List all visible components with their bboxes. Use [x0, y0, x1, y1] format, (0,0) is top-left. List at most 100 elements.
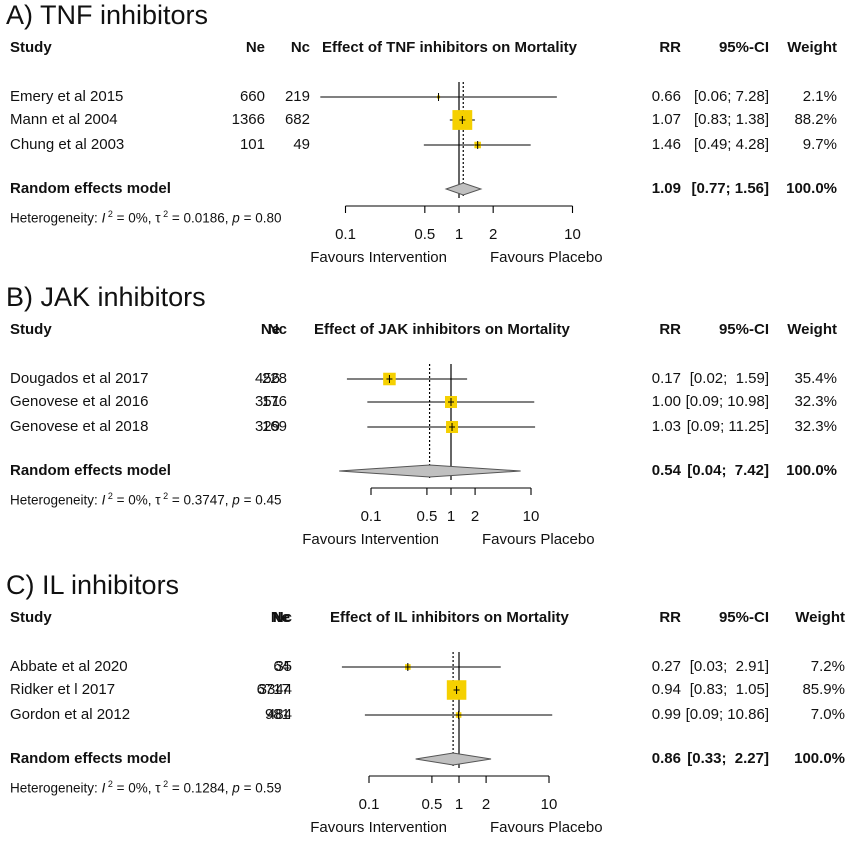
x-tick-label: 2	[471, 508, 479, 525]
study-ne: 456	[254, 370, 280, 387]
forest-panel-1: A) TNF inhibitors Study Ne Nc Effect of TNF …	[0, 0, 847, 283]
study-name: Chung et al 2003	[10, 136, 125, 153]
header-weight: Weight	[787, 321, 837, 338]
x-tick-label: 1	[455, 226, 463, 243]
study-ne: 6717	[256, 681, 290, 698]
x-tick-label: 10	[523, 508, 540, 525]
header-effect: Effect of TNF inhibitors on Mortality	[322, 39, 577, 56]
study-weight: 85.9%	[802, 681, 845, 698]
study-weight: 32.3%	[794, 393, 837, 410]
study-name: Abbate et al 2020	[10, 658, 128, 675]
study-weight: 32.3%	[794, 418, 837, 435]
header-effect: Effect of JAK inhibitors on Mortality	[314, 321, 570, 338]
study-ci: [0.49; 4.28]	[693, 136, 769, 153]
study-nc: 3344	[258, 681, 292, 698]
header-weight: Weight	[787, 39, 837, 56]
study-weight: 2.1%	[802, 88, 837, 105]
study-nc: 49	[293, 136, 310, 153]
favours-left-label: Favours Intervention	[310, 819, 447, 836]
study-weight: 35.4%	[794, 370, 837, 387]
model-label: Random effects model	[10, 180, 171, 197]
study-weight: 7.0%	[810, 706, 845, 723]
header-rr: RR	[659, 321, 681, 338]
pooled-weight: 100.0%	[794, 750, 845, 767]
study-ne: 351	[254, 393, 280, 410]
study-ci: [0.09; 10.86]	[685, 706, 769, 723]
x-tick-label: 2	[489, 226, 497, 243]
x-tick-label: 0.5	[416, 508, 437, 525]
favours-right-label: Favours Placebo	[490, 819, 603, 836]
study-weight: 9.7%	[802, 136, 837, 153]
study-marker	[341, 663, 501, 671]
study-rr: 1.00	[651, 393, 681, 410]
header-ne: Ne	[270, 609, 290, 626]
study-marker	[446, 680, 467, 700]
study-nc: 682	[284, 111, 310, 128]
study-nc: 35	[275, 658, 292, 675]
study-weight: 7.2%	[810, 658, 845, 675]
x-tick-label: 0.1	[361, 508, 382, 525]
x-tick-label: 1	[447, 508, 455, 525]
pooled-diamond	[339, 464, 521, 478]
study-nc: 219	[284, 88, 310, 105]
pooled-diamond	[444, 182, 483, 196]
study-nc: 228	[261, 370, 287, 387]
pooled-diamond	[415, 752, 492, 766]
study-ci: [0.03; 2.91]	[689, 658, 769, 675]
study-rr: 0.17	[651, 370, 681, 387]
study-ci: [0.06; 7.28]	[693, 88, 769, 105]
header-ci: 95%-CI	[718, 39, 769, 56]
study-name: Dougados et al 2017	[10, 370, 149, 387]
x-tick-label: 2	[482, 796, 490, 813]
study-name: Ridker et l 2017	[10, 681, 116, 698]
study-rr: 0.66	[651, 88, 681, 105]
study-ne: 981	[264, 706, 290, 723]
study-marker	[367, 396, 535, 408]
forest-panel-2: B) JAK inhibitors Study Ne Nc Effect of JAK …	[0, 282, 847, 565]
study-nc: 169	[261, 418, 287, 435]
study-weight: 88.2%	[794, 111, 837, 128]
header-nc: Nc	[272, 609, 292, 626]
panel-title: C) IL inhibitors	[6, 570, 180, 600]
x-tick-label: 1	[455, 796, 463, 813]
study-marker	[320, 93, 557, 101]
study-name: Emery et al 2015	[10, 88, 124, 105]
model-label: Random effects model	[10, 462, 171, 479]
study-rr: 0.94	[651, 681, 681, 698]
x-tick-label: 10	[541, 796, 558, 813]
study-rr: 1.03	[651, 418, 681, 435]
header-ci: 95%-CI	[718, 321, 769, 338]
favours-right-label: Favours Placebo	[490, 249, 603, 266]
header-effect: Effect of IL inhibitors on Mortality	[330, 609, 569, 626]
panel-title: A) TNF inhibitors	[6, 0, 209, 30]
study-ci: [0.83; 1.38]	[693, 111, 769, 128]
favours-right-label: Favours Placebo	[482, 531, 595, 548]
header-rr: RR	[659, 39, 681, 56]
study-nc: 176	[261, 393, 287, 410]
pooled-rr: 0.86	[651, 750, 681, 767]
pooled-ci: [0.33; 2.27]	[687, 750, 769, 767]
study-marker	[367, 421, 536, 433]
pooled-rr: 0.54	[651, 462, 681, 479]
study-marker	[449, 110, 475, 130]
heterogeneity-text: Heterogeneity: I 2 = 0%, τ 2 = 0.1284, p…	[10, 779, 282, 796]
pooled-rr: 1.09	[651, 180, 681, 197]
study-rr: 1.46	[651, 136, 681, 153]
forest-svg: 0.1 0.5 1 2 10 Favours Intervention Favours Pl…	[302, 364, 595, 548]
study-name: Gordon et al 2012	[10, 706, 131, 723]
forest-panel-3: C) IL inhibitors Study Ne Nc Effect of IL in…	[0, 570, 847, 853]
study-ci: [0.09; 10.98]	[685, 393, 769, 410]
study-marker	[346, 372, 468, 386]
x-tick-label: 10	[564, 226, 581, 243]
study-ne: 660	[239, 88, 265, 105]
study-ci: [0.02; 1.59]	[689, 370, 769, 387]
header-nc: Nc	[267, 321, 287, 338]
study-marker	[423, 141, 531, 149]
model-label: Random effects model	[10, 750, 171, 767]
x-tick-label: 0.5	[414, 226, 435, 243]
study-ci: [0.83; 1.05]	[689, 681, 769, 698]
header-ne: Ne	[245, 39, 265, 56]
header-ne: Ne	[260, 321, 280, 338]
study-marker	[364, 711, 553, 719]
study-name: Mann et al 2004	[10, 111, 118, 128]
